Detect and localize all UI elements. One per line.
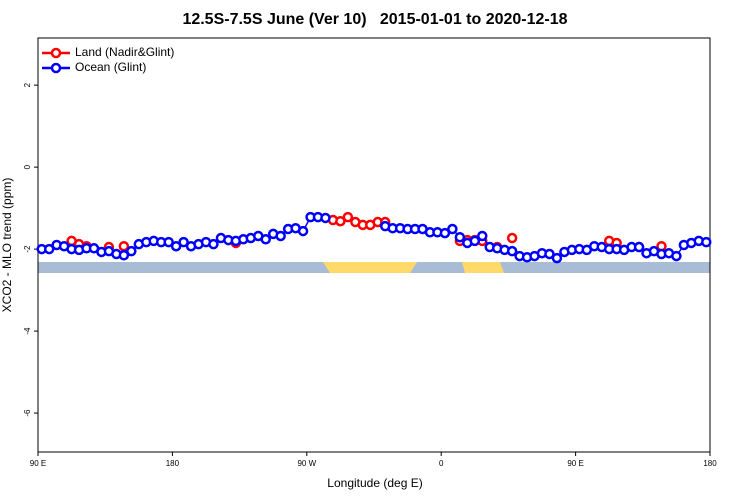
data-point xyxy=(43,243,55,255)
y-axis-label: XCO2 - MLO trend (ppm) xyxy=(0,178,14,313)
data-point xyxy=(275,230,286,242)
y-tick-label: 0 xyxy=(23,164,32,169)
data-point xyxy=(633,241,645,253)
data-point xyxy=(454,231,466,243)
data-point xyxy=(163,236,174,248)
legend-marker xyxy=(50,62,62,74)
data-point xyxy=(447,223,458,235)
data-point xyxy=(320,212,331,224)
data-point xyxy=(506,245,518,257)
x-tick-label: 180 xyxy=(703,459,717,468)
x-tick-label: 90 E xyxy=(30,459,46,468)
data-point xyxy=(477,230,488,242)
legend-marker xyxy=(50,47,62,59)
data-point xyxy=(506,232,518,244)
data-point xyxy=(260,234,271,245)
x-axis-label: Longitude (deg E) xyxy=(327,476,422,490)
data-point xyxy=(342,211,354,223)
data-point xyxy=(551,252,563,264)
land-patch xyxy=(323,262,417,273)
data-point xyxy=(335,215,346,227)
data-point xyxy=(671,250,682,262)
land-patch xyxy=(462,262,504,273)
data-point xyxy=(208,238,219,250)
legend-label: Ocean (Glint) xyxy=(75,60,146,74)
y-tick-label: 2 xyxy=(23,82,32,87)
y-tick-label: -6 xyxy=(23,409,32,417)
y-tick-label: -2 xyxy=(23,245,32,253)
data-point xyxy=(118,249,130,261)
x-tick-label: 90 E xyxy=(567,459,583,468)
data-point xyxy=(170,240,182,252)
chart-title: 12.5S-7.5S June (Ver 10) 2015-01-01 to 2… xyxy=(182,11,567,28)
data-point xyxy=(544,248,555,260)
data-point xyxy=(178,236,189,248)
y-tick-label: -4 xyxy=(23,327,32,335)
legend-label: Land (Nadir&Glint) xyxy=(75,45,174,59)
x-tick-label: 90 W xyxy=(297,459,316,468)
data-point xyxy=(701,236,712,248)
x-tick-label: 0 xyxy=(439,459,444,468)
x-tick-label: 180 xyxy=(166,459,180,468)
data-point xyxy=(126,245,137,257)
data-point xyxy=(297,225,309,237)
data-point xyxy=(469,235,481,247)
data-point xyxy=(439,227,451,239)
